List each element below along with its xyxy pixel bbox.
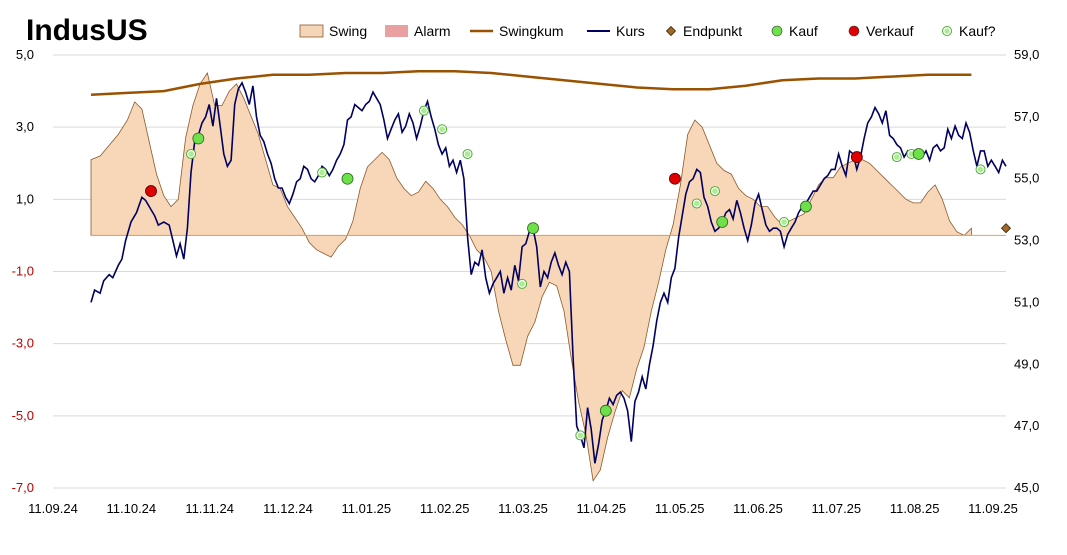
- kauf-maybe-marker-core-8: [712, 188, 718, 194]
- left-tick-label-4: -3,0: [12, 336, 34, 351]
- right-tick-label-3: 53,0: [1014, 233, 1039, 248]
- x-tick-label-11: 11.08.25: [890, 501, 940, 516]
- verkauf-marker-2: [850, 151, 863, 163]
- legend-swatch-4: [665, 25, 677, 37]
- kauf-maybe-marker-core-1: [319, 169, 325, 176]
- verkauf-marker-0: [145, 185, 157, 197]
- chart-title: IndusUS: [26, 14, 148, 47]
- kauf-marker-6: [912, 148, 925, 160]
- kauf-maybe-marker-core-12: [977, 166, 984, 173]
- legend-label-2: Swingkum: [499, 23, 564, 39]
- swing-area: [90, 72, 972, 482]
- legend-swatch-1: [385, 25, 408, 37]
- kauf-maybe-marker-core-0: [188, 151, 194, 157]
- left-tick-label-1: 3,0: [16, 119, 34, 134]
- swing-area-layer: [90, 72, 1006, 482]
- left-axis: 5,0 3,0 1,0 -1,0 -3,0 -5,0 -7,0: [12, 47, 34, 495]
- kauf-marker-3: [599, 404, 612, 417]
- x-tick-label-3: 11.12.24: [263, 501, 313, 516]
- kurs-line-layer: [90, 80, 1007, 464]
- kauf-maybe-marker-core-4: [464, 151, 471, 157]
- right-tick-label-7: 45,0: [1014, 480, 1039, 495]
- kauf-maybe-marker-core-9: [781, 219, 787, 225]
- kauf-maybe-marker-core-11: [908, 151, 915, 157]
- kauf-maybe-marker-core-10: [894, 154, 900, 160]
- right-tick-label-5: 49,0: [1014, 356, 1039, 371]
- left-tick-label-6: -7,0: [12, 480, 34, 495]
- legend-item-0: Swing: [299, 23, 367, 39]
- kauf-maybe-marker-core-5: [519, 281, 525, 287]
- legend-label-1: Alarm: [414, 23, 451, 39]
- legend-item-7: Kauf?: [942, 23, 996, 39]
- right-tick-label-0: 59,0: [1014, 47, 1039, 62]
- x-tick-label-6: 11.03.25: [498, 501, 548, 516]
- x-tick-label-2: 11.11.24: [185, 501, 234, 516]
- kauf-maybe-marker-core-3: [439, 126, 445, 133]
- x-tick-label-10: 11.07.25: [812, 501, 862, 516]
- right-tick-label-6: 47,0: [1014, 418, 1039, 433]
- legend-label-3: Kurs: [616, 23, 645, 39]
- right-tick-label-2: 55,0: [1014, 171, 1039, 186]
- right-axis: 59,0 57,0 55,0 53,0 51,0 49,0 47,0 45,0: [1014, 47, 1039, 495]
- kauf-marker-0: [192, 132, 205, 145]
- legend-label-4: Endpunkt: [683, 23, 742, 39]
- kurs-line: [90, 80, 1007, 464]
- x-tick-label-8: 11.05.25: [655, 501, 705, 516]
- legend-swatch-5: [771, 25, 783, 37]
- x-tick-label-4: 11.01.25: [342, 501, 392, 516]
- legend-swatch-0: [299, 24, 324, 38]
- endpunkt-marker-0: [1000, 223, 1012, 234]
- legend-item-6: Verkauf: [848, 23, 914, 39]
- legend-label-7: Kauf?: [959, 23, 996, 39]
- left-tick-label-2: 1,0: [16, 191, 34, 206]
- legend-item-3: Kurs: [587, 23, 645, 39]
- right-tick-label-4: 51,0: [1014, 294, 1039, 309]
- x-tick-label-12: 11.09.25: [968, 501, 1018, 516]
- swingkum-line: [90, 69, 972, 96]
- swingkum-line-layer: [90, 69, 972, 96]
- x-tick-label-1: 11.10.24: [107, 501, 157, 516]
- legend-swatch-6: [848, 25, 860, 37]
- verkauf-marker-1: [669, 172, 681, 185]
- left-tick-label-5: -5,0: [12, 408, 34, 423]
- kauf-marker-4: [716, 216, 729, 228]
- x-tick-label-5: 11.02.25: [420, 501, 470, 516]
- kauf-marker-1: [341, 172, 354, 185]
- legend-item-4: Endpunkt: [665, 23, 742, 39]
- legend-label-0: Swing: [329, 23, 367, 39]
- legend-item-2: Swingkum: [470, 23, 564, 39]
- legend-swatch-core-7: [944, 28, 950, 34]
- legend-item-5: Kauf: [771, 23, 818, 39]
- kauf-marker-5: [800, 200, 812, 213]
- x-tick-label-0: 11.09.24: [28, 501, 78, 516]
- kauf-maybe-marker-core-6: [577, 432, 584, 439]
- legend: Swing Alarm Swingkum Kurs Endpunkt Kauf Verkau…: [299, 23, 996, 39]
- legend-item-1: Alarm: [385, 23, 451, 39]
- kauf-marker-2: [527, 222, 539, 235]
- kauf-maybe-marker-core-7: [693, 200, 700, 207]
- left-tick-label-0: 5,0: [16, 47, 34, 62]
- x-axis: 11.09.24 11.10.24 11.11.24 11.12.24 11.01.25…: [28, 501, 1018, 516]
- x-tick-label-7: 11.04.25: [577, 501, 627, 516]
- right-tick-label-1: 57,0: [1014, 109, 1039, 124]
- kauf-maybe-marker-core-2: [421, 107, 427, 114]
- marker-layer: [145, 105, 1012, 441]
- legend-label-6: Verkauf: [866, 23, 914, 39]
- x-tick-label-9: 11.06.25: [733, 501, 783, 516]
- left-tick-label-3: -1,0: [12, 264, 34, 279]
- legend-label-5: Kauf: [789, 23, 818, 39]
